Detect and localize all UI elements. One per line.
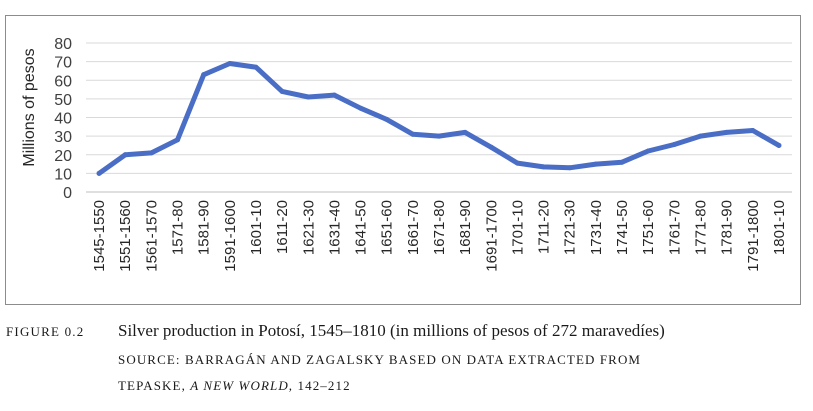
figure-title: Silver production in Potosí, 1545–1810 (…: [118, 321, 665, 340]
y-tick-label: 70: [54, 55, 72, 72]
x-tick-label: 1561-1570: [143, 200, 160, 272]
x-tick-label: 1721-30: [562, 200, 579, 255]
source-prefix: SOURCE: BARRAGÁN AND ZAGALSKY BASED ON D…: [118, 352, 642, 367]
x-tick-label: 1731-40: [588, 200, 605, 255]
x-tick-label: 1591-1600: [222, 200, 239, 272]
x-tick-label: 1711-20: [536, 200, 553, 254]
x-tick-label: 1551-1560: [117, 200, 134, 272]
data-point: [201, 72, 207, 78]
y-tick-label: 60: [54, 73, 72, 90]
x-tick-label: 1601-10: [248, 200, 265, 255]
y-tick-label: 50: [54, 92, 72, 109]
figure-caption: FIGURE 0.2 Silver production in Potosí, 1…: [6, 321, 665, 341]
data-point: [619, 159, 625, 165]
data-point: [331, 92, 337, 98]
x-tick-label: 1691-1700: [483, 200, 500, 272]
data-point: [567, 165, 573, 171]
x-tick-label: 1781-90: [719, 200, 736, 255]
source-line-1: SOURCE: BARRAGÁN AND ZAGALSKY BASED ON D…: [118, 352, 641, 368]
x-tick-label: 1801-10: [771, 200, 788, 255]
x-tick-label: 1641-50: [353, 200, 370, 255]
data-point: [776, 142, 782, 148]
y-tick-label: 80: [54, 36, 72, 53]
x-tick-label: 1761-70: [666, 200, 683, 255]
x-tick-label: 1791-1800: [745, 200, 762, 272]
data-point: [148, 150, 154, 156]
y-tick-label: 20: [54, 148, 72, 165]
data-point: [253, 64, 259, 70]
x-tick-label: 1651-60: [379, 200, 396, 255]
x-tick-label: 1621-30: [300, 200, 317, 255]
y-axis-label: Millions of pesos: [21, 48, 38, 166]
data-point: [671, 142, 677, 148]
data-point: [541, 164, 547, 170]
x-tick-label: 1545-1550: [91, 200, 108, 272]
data-point: [750, 128, 756, 134]
figure-label: FIGURE 0.2: [6, 324, 85, 339]
data-point: [488, 144, 494, 150]
x-tick-label: 1751-60: [640, 200, 657, 255]
data-point: [514, 160, 520, 166]
data-point: [227, 60, 233, 66]
data-point: [645, 148, 651, 154]
x-tick-label: 1701-10: [509, 200, 526, 255]
y-tick-label: 0: [63, 185, 72, 202]
data-point: [724, 129, 730, 135]
x-tick-label: 1571-80: [170, 200, 187, 255]
data-point: [358, 105, 364, 111]
data-point: [697, 133, 703, 139]
data-point: [593, 161, 599, 167]
data-point: [410, 131, 416, 137]
y-tick-label: 30: [54, 129, 72, 146]
x-tick-label: 1741-50: [614, 200, 631, 255]
source-work: A NEW WORLD,: [190, 378, 294, 393]
y-tick-label: 40: [54, 111, 72, 128]
data-point: [462, 129, 468, 135]
x-tick-label: 1611-20: [274, 200, 291, 254]
y-tick-label: 10: [54, 166, 72, 183]
source-author: TEPASKE,: [118, 378, 191, 393]
data-point: [175, 137, 181, 143]
x-tick-label: 1671-80: [431, 200, 448, 255]
x-tick-label: 1771-80: [692, 200, 709, 255]
data-point: [122, 152, 128, 158]
source-line-2: TEPASKE, A NEW WORLD, 142–212: [118, 378, 351, 394]
x-tick-label: 1581-90: [196, 200, 213, 255]
x-tick-label: 1661-70: [405, 200, 422, 255]
x-tick-label: 1631-40: [326, 200, 343, 255]
data-point: [305, 94, 311, 100]
data-point: [384, 116, 390, 122]
data-point: [279, 88, 285, 94]
data-point: [436, 133, 442, 139]
chart-frame: 0 10 20 30 40 50 60 70 80 Millions of pesos 1545-1…: [5, 15, 801, 305]
source-pages: 142–212: [293, 378, 351, 393]
data-point: [96, 170, 102, 176]
x-tick-label: 1681-90: [457, 200, 474, 255]
